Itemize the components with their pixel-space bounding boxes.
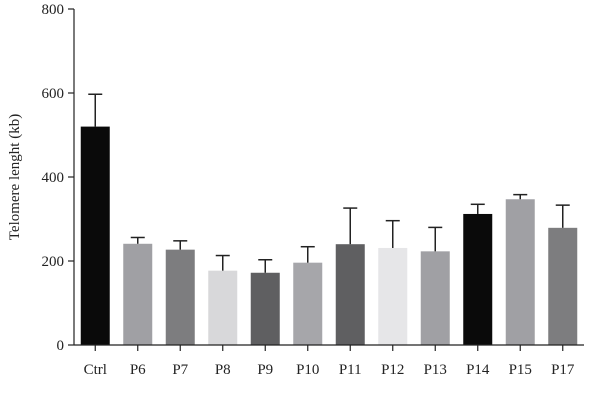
y-tick-label: 0 (57, 338, 65, 354)
bar-p6 (123, 243, 153, 345)
x-tick-label: P13 (424, 362, 447, 378)
bar-p9 (250, 272, 280, 345)
y-tick-label: 600 (42, 86, 65, 102)
error-bars-layer (88, 93, 570, 273)
x-ticks-layer: Ctrl P6 P7 P8 P9 P10 P11 P12 P13 P14 P15 P17 (84, 345, 575, 378)
x-tick-label: P11 (339, 362, 362, 378)
bar-p11 (335, 244, 365, 345)
x-tick-label: P7 (172, 362, 188, 378)
x-tick-label: P12 (381, 362, 404, 378)
x-tick-label: Ctrl (84, 362, 107, 378)
bars-layer (80, 126, 578, 345)
bar-p17 (548, 227, 578, 345)
y-axis-title: Telomere lenght (kb) (7, 114, 23, 240)
bar-p14 (463, 213, 493, 345)
y-ticks-layer: 0 200 400 600 800 (42, 2, 74, 354)
bar-p8 (208, 270, 238, 345)
bar-ctrl (80, 126, 110, 345)
y-tick-label: 200 (42, 254, 65, 270)
x-tick-label: P6 (130, 362, 146, 378)
y-tick-label: 800 (42, 2, 65, 18)
x-tick-label: P10 (296, 362, 319, 378)
y-tick-label: 400 (42, 170, 65, 186)
x-tick-label: P8 (215, 362, 231, 378)
bar-p7 (165, 249, 195, 345)
x-tick-label: P17 (551, 362, 575, 378)
bar-p15 (505, 199, 535, 345)
x-tick-label: P14 (466, 362, 490, 378)
x-tick-label: P9 (257, 362, 273, 378)
bar-p13 (420, 251, 450, 345)
bar-p10 (293, 262, 323, 345)
bar-p12 (378, 247, 408, 345)
x-tick-label: P15 (509, 362, 532, 378)
